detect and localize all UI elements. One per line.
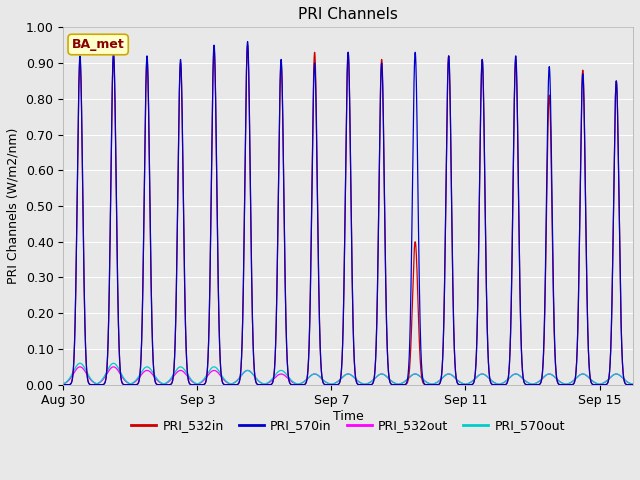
PRI_532out bbox=[428, 381, 435, 387]
PRI_570out bbox=[115, 367, 123, 373]
PRI_532out bbox=[60, 382, 67, 388]
PRI_570out bbox=[60, 382, 67, 388]
PRI_532in bbox=[244, 42, 252, 48]
X-axis label: Time: Time bbox=[333, 410, 364, 423]
PRI_532out bbox=[527, 381, 535, 387]
PRI_570in bbox=[244, 39, 252, 45]
Y-axis label: PRI Channels (W/m2/nm): PRI Channels (W/m2/nm) bbox=[7, 128, 20, 284]
PRI_570in bbox=[60, 382, 67, 388]
PRI_570out bbox=[536, 378, 543, 384]
PRI_570out bbox=[428, 381, 435, 387]
PRI_570out bbox=[142, 364, 150, 370]
PRI_532in bbox=[189, 382, 197, 387]
PRI_570in bbox=[527, 382, 535, 388]
PRI_570in bbox=[189, 382, 197, 387]
PRI_532in bbox=[536, 381, 543, 387]
PRI_570in bbox=[115, 349, 123, 355]
PRI_570out bbox=[629, 382, 637, 388]
PRI_532out bbox=[629, 382, 637, 388]
Line: PRI_532out: PRI_532out bbox=[63, 367, 633, 385]
PRI_570in bbox=[428, 382, 435, 388]
Text: BA_met: BA_met bbox=[72, 38, 125, 51]
Title: PRI Channels: PRI Channels bbox=[298, 7, 398, 22]
PRI_570out bbox=[527, 381, 535, 387]
PRI_532in bbox=[60, 382, 67, 388]
PRI_532out bbox=[115, 370, 123, 375]
PRI_532out bbox=[76, 364, 84, 370]
PRI_532in bbox=[428, 382, 435, 388]
PRI_570out bbox=[189, 379, 197, 384]
PRI_570out bbox=[76, 360, 84, 366]
PRI_532out bbox=[142, 368, 150, 373]
Line: PRI_570out: PRI_570out bbox=[63, 363, 633, 385]
Line: PRI_570in: PRI_570in bbox=[63, 42, 633, 385]
PRI_570in bbox=[629, 382, 637, 388]
PRI_532out bbox=[536, 378, 543, 384]
PRI_532in bbox=[142, 73, 150, 79]
PRI_532out bbox=[189, 379, 197, 385]
Legend: PRI_532in, PRI_570in, PRI_532out, PRI_570out: PRI_532in, PRI_570in, PRI_532out, PRI_57… bbox=[126, 414, 570, 437]
PRI_532in bbox=[629, 382, 637, 388]
PRI_532in bbox=[115, 349, 123, 355]
PRI_570in bbox=[536, 381, 543, 387]
PRI_532in bbox=[527, 382, 535, 388]
Line: PRI_532in: PRI_532in bbox=[63, 45, 633, 385]
PRI_570in bbox=[142, 70, 150, 75]
